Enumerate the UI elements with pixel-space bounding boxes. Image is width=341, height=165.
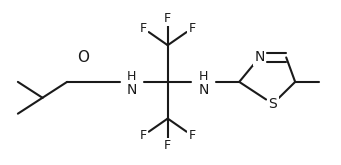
Text: F: F	[139, 22, 147, 35]
Text: F: F	[164, 139, 171, 152]
Text: F: F	[164, 12, 171, 25]
Text: F: F	[189, 22, 196, 35]
Text: F: F	[139, 129, 147, 142]
Text: O: O	[77, 50, 89, 65]
Text: N: N	[198, 83, 209, 97]
Text: F: F	[189, 129, 196, 142]
Text: S: S	[268, 97, 277, 111]
Text: N: N	[127, 83, 137, 97]
Text: H: H	[127, 70, 137, 83]
Text: H: H	[199, 70, 208, 83]
Text: N: N	[254, 50, 265, 65]
